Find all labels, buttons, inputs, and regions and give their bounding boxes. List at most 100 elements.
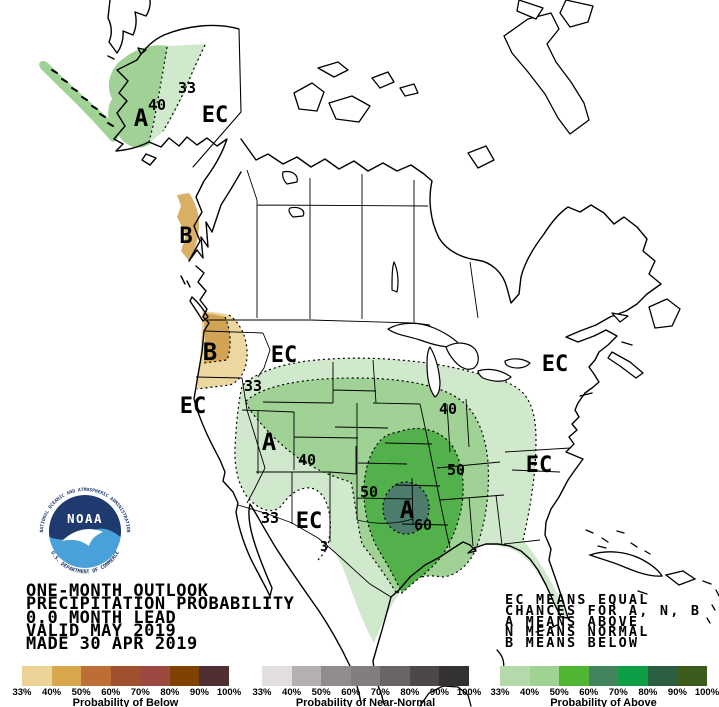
colorbar-segment [169,666,200,686]
lake-huron [445,342,479,370]
colorbar-segment [559,666,589,686]
colorbar-tick-label: 40% [520,687,540,698]
colorbar-segment [81,666,111,686]
title-line-variable: PRECIPITATION PROBABILITY [26,594,295,615]
colorbar-segment [262,666,292,686]
colorbar-tick-label: 33% [490,687,510,698]
colorbar-segment [529,666,560,686]
borders [195,169,571,598]
colorbar-tick-label: 90% [667,687,687,698]
label-plains-50: 50 [360,483,378,501]
noaa-logo: NOAA NATIONAL OCEANIC AND ATMOSPHERIC AD… [39,487,131,575]
lake-ontario [504,358,531,369]
map-annotations: A 40 33 EC B B EC 33 EC A 40 40 50 50 A … [134,79,568,555]
ec-legend-line4: N MEANS NORMAL [505,624,650,641]
colorbar-segment [140,666,170,686]
label-alaska-ec: EC [202,103,229,128]
ec-legend-line3: A MEANS ABOVE [505,613,640,630]
colorbar-tick-label: 70% [370,687,390,698]
ec-legend-line5: B MEANS BELOW [505,635,640,652]
colorbar-segment [409,666,440,686]
label-southeast-ec: EC [526,453,553,478]
label-northeast-ec: EC [542,352,569,377]
contour-pnw-40 [203,316,231,364]
us-state-borders [195,330,571,549]
lake-erie [477,368,512,382]
colorbar-segment [618,666,648,686]
colorbar-below: 33% 40% 50% 60% 70% 80% 90% 100% Probability of… [12,666,241,707]
colorbar-tick-label: 50% [71,687,91,698]
label-westtexas-ec: EC [296,509,323,534]
colorbar-tick-label: 100% [456,687,482,698]
label-tennessee-50: 50 [447,461,465,479]
colorbar-segment [291,666,322,686]
label-pnw-below: B [203,338,217,366]
label-panhandle-below: B [179,224,192,249]
title-line-outlook: ONE-MONTH OUTLOOK [26,581,209,601]
contour-pnw-33 [196,314,248,390]
lake-michigan [426,346,441,398]
label-oregon-33: 33 [244,377,262,395]
label-alaska-above: A [134,104,149,132]
colorbar-tick-label: 33% [252,687,272,698]
lakes [282,170,531,398]
colorbar-tick-label: 50% [311,687,331,698]
region-pnw-below-40 [203,313,231,363]
colorbar-above: 33% 40% 50% 60% 70% 80% 90% 100% Probability of… [490,666,719,707]
probability-regions [39,44,571,643]
colorbar-near-normal: 33% 40% 50% 60% 70% 80% 90% 100% Probability of… [252,666,481,707]
region-aleutians-above [39,60,120,142]
great-bear-lake [282,170,298,185]
colorbar-tick-label: 50% [549,687,569,698]
colorbar-tick-label: 40% [42,687,62,698]
colorbar-near-normal-caption: Probability of Near-Normal [295,697,436,707]
colorbar-above-ticks: 33% 40% 50% 60% 70% 80% 90% 100% [490,687,719,698]
label-texas-above: A [400,496,415,524]
region-panhandle-below [177,193,199,262]
contour-us-33 [234,357,537,561]
colorbar-tick-label: 60% [579,687,599,698]
label-utah-above: A [262,428,277,456]
colorbar-segment [677,666,708,686]
colorbar-segment [51,666,82,686]
colorbar-segment [439,666,470,686]
colorbar-tick-label: 70% [608,687,628,698]
colorbar-tick-label: 33% [12,687,32,698]
colorbar-below-segments [22,666,230,686]
colorbar-tick-label: 80% [160,687,180,698]
label-alaska-40: 40 [148,96,166,114]
colorbar-segment [350,666,381,686]
colorbar-below-ticks: 33% 40% 50% 60% 70% 80% 90% 100% [12,687,241,698]
colorbar-tick-label: 70% [130,687,150,698]
label-alaska-33: 33 [178,79,196,97]
label-riogrande-3: 3 [320,540,328,555]
colorbar-tick-label: 90% [429,687,449,698]
title-line-made: MADE 30 APR 2019 [26,634,198,655]
region-us-above-60 [382,481,430,535]
colorbar-tick-label: 60% [101,687,121,698]
title-line-lead: 0.0 MONTH LEAD [26,607,177,628]
colorbar-tick-label: 90% [189,687,209,698]
lake-winnipeg [391,261,399,293]
colorbar-segment [380,666,410,686]
colorbar-below-caption: Probability of Below [72,697,179,707]
colorbar-segment [588,666,619,686]
colorbar-segment [22,666,52,686]
caribbean-islands [419,529,719,707]
label-california-ec: EC [180,394,207,419]
ec-legend-block: EC MEANS EQUAL CHANCES FOR A, N, B A MEA… [505,593,701,652]
label-idaho-ec: EC [271,343,298,368]
colorbar-near-normal-segments [262,666,470,686]
islands [293,0,681,379]
label-southwest-40: 40 [298,451,316,469]
title-block: ONE-MONTH OUTLOOK PRECIPITATION PROBABIL… [26,583,295,655]
colorbar-segment [321,666,351,686]
us-canada-border [207,319,431,326]
colorbar-segment [500,666,530,686]
title-line-valid: VALID MAY 2019 [26,620,177,641]
colorbar-above-caption: Probability of Above [550,697,657,707]
colorbar-tick-label: 80% [400,687,420,698]
colorbar-tick-label: 40% [282,687,302,698]
